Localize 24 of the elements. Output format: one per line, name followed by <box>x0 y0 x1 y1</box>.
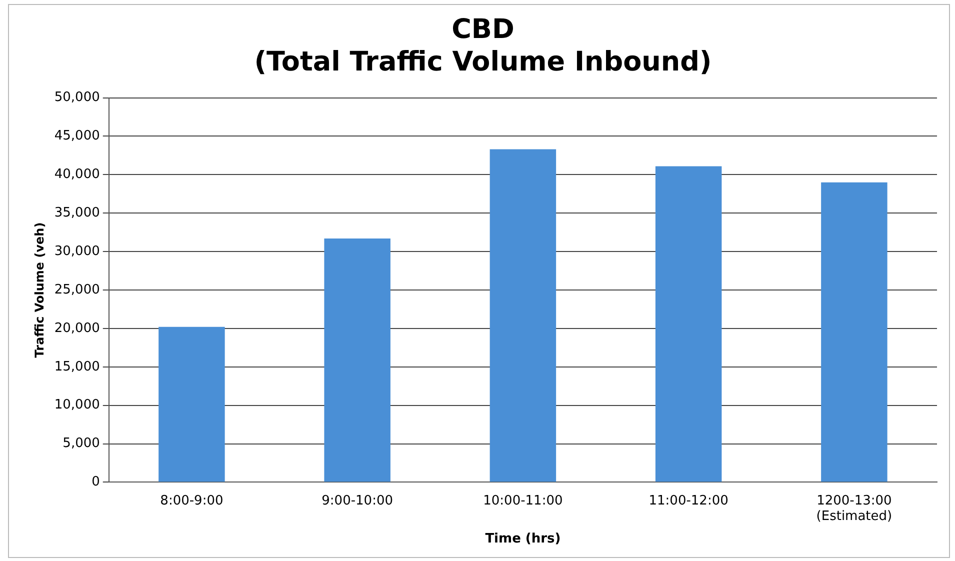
x-tick-label: 10:00-11:00 <box>483 493 563 508</box>
bar <box>490 149 556 482</box>
x-tick-label: 1200-13:00 (Estimated) <box>816 493 892 524</box>
y-tick-label: 30,000 <box>54 244 100 259</box>
chart-title: CBD (Total Traffic Volume Inbound) <box>254 14 712 78</box>
y-tick-label: 35,000 <box>54 205 100 220</box>
x-tick-label: 8:00-9:00 <box>160 493 224 508</box>
bar <box>158 326 225 482</box>
y-tick-label: 10,000 <box>54 398 100 413</box>
y-axis-title: Traffic Volume (veh) <box>32 222 46 358</box>
x-axis-title: Time (hrs) <box>485 532 561 547</box>
bar <box>324 238 390 482</box>
y-tick-label: 40,000 <box>54 167 100 182</box>
x-tick-label: 9:00-10:00 <box>322 493 393 508</box>
bar <box>655 166 722 482</box>
y-tick-label: 50,000 <box>54 90 100 106</box>
x-tick-label: 11:00-12:00 <box>648 493 728 508</box>
y-tick-label: 20,000 <box>54 320 100 336</box>
y-tick-label: 15,000 <box>54 359 100 374</box>
bar <box>821 182 888 482</box>
y-tick-label: 5,000 <box>62 436 100 452</box>
y-tick-label: 25,000 <box>54 282 100 298</box>
y-tick-label: 0 <box>92 474 100 490</box>
y-tick-label: 45,000 <box>54 128 100 144</box>
